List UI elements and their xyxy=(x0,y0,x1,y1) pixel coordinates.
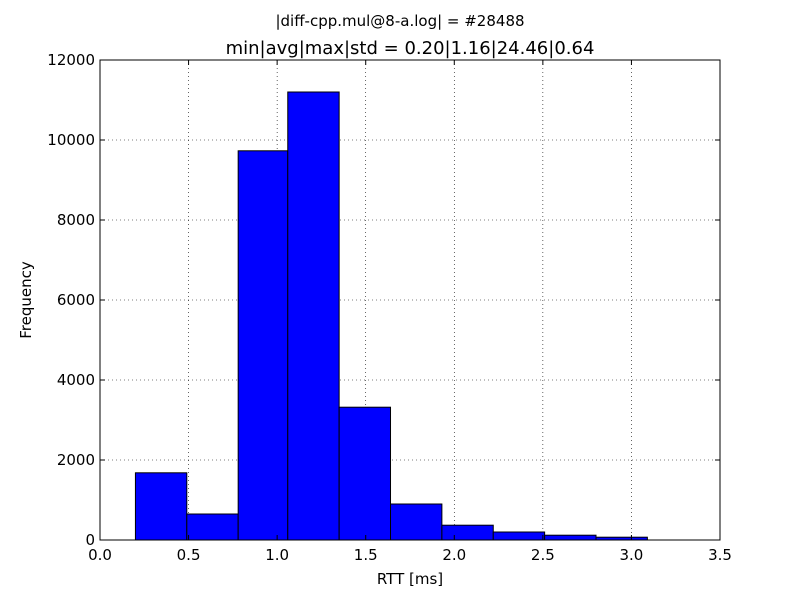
grid-lines xyxy=(100,60,720,540)
x-axis-label: RTT [ms] xyxy=(377,570,443,588)
x-tick-label: 2.0 xyxy=(442,546,466,564)
axis-ticks xyxy=(99,59,721,541)
histogram-bar xyxy=(441,524,494,541)
y-tick-label: 6000 xyxy=(57,291,95,309)
x-tick-labels: 0.0 0.5 1.0 1.5 2.0 2.5 3.0 3.5 xyxy=(88,546,732,564)
y-tick-label: 0 xyxy=(85,531,95,549)
y-tick-labels: 0 2000 4000 6000 8000 10000 12000 xyxy=(47,51,95,549)
y-tick-label: 4000 xyxy=(57,371,95,389)
histogram-bar xyxy=(287,91,340,541)
x-tick-label: 0.0 xyxy=(88,546,112,564)
y-tick-label: 12000 xyxy=(47,51,95,69)
x-tick-label: 0.5 xyxy=(177,546,201,564)
histogram-bar xyxy=(390,503,443,541)
y-axis-label: Frequency xyxy=(17,261,35,339)
histogram-bar xyxy=(338,406,392,541)
y-tick-label: 2000 xyxy=(57,451,95,469)
x-tick-label: 3.0 xyxy=(619,546,643,564)
x-tick-label: 2.5 xyxy=(531,546,555,564)
histogram-bar xyxy=(492,531,546,541)
x-tick-label: 1.0 xyxy=(265,546,289,564)
chart-suptitle: |diff-cpp.mul@8-a.log| = #28488 xyxy=(275,12,524,30)
y-tick-label: 8000 xyxy=(57,211,95,229)
histogram-bar xyxy=(237,150,289,541)
histogram-bars xyxy=(134,91,648,541)
x-tick-label: 1.5 xyxy=(354,546,378,564)
x-tick-label: 3.5 xyxy=(708,546,732,564)
chart-title: min|avg|max|std = 0.20|1.16|24.46|0.64 xyxy=(226,38,595,59)
histogram-bar xyxy=(186,513,239,541)
y-tick-label: 10000 xyxy=(47,131,95,149)
histogram-bar xyxy=(544,534,597,541)
histogram-bar xyxy=(134,472,188,541)
